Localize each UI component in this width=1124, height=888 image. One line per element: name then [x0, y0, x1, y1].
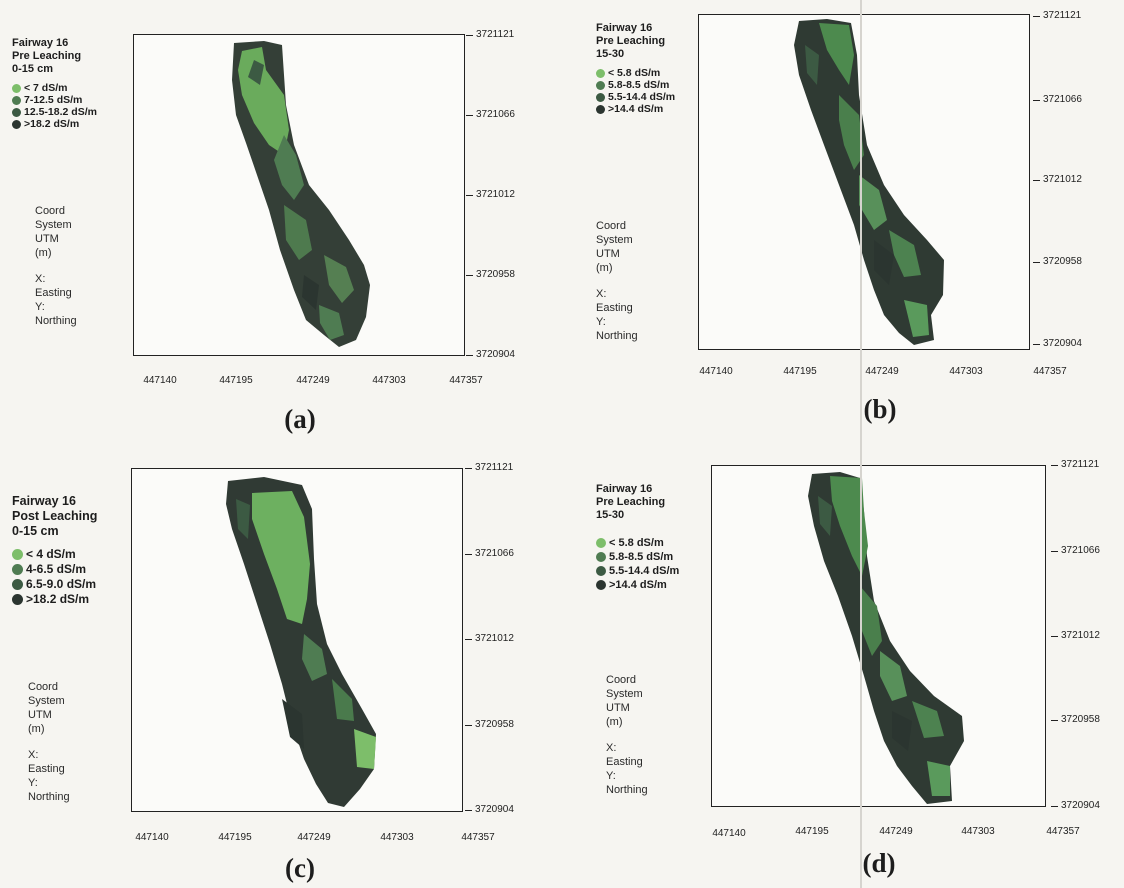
legend-title: Fairway 16 Post Leaching 0-15 cm — [12, 494, 98, 538]
coord-system-note-d: Coord System UTM (m) X: Easting Y: North… — [606, 674, 648, 796]
legend-swatch — [596, 538, 606, 548]
legend-title: Fairway 16 Pre Leaching 0-15 cm — [12, 37, 82, 75]
legend-b: Fairway 16 Pre Leaching 15-30 < 5.8 dS/m… — [596, 22, 675, 115]
legend-c: Fairway 16 Post Leaching 0-15 cm < 4 dS/… — [12, 494, 97, 607]
coord-system-note-a: Coord System UTM (m) X: Easting Y: North… — [35, 205, 77, 327]
legend-title: Fairway 16 Pre Leaching 15-30 — [596, 22, 666, 60]
legend-item: >18.2 dS/m — [12, 592, 97, 607]
legend-swatch — [12, 83, 21, 93]
legend-swatch — [596, 80, 605, 90]
map-frame-b — [698, 14, 1030, 350]
legend-item: 4-6.5 dS/m — [12, 562, 97, 577]
legend-swatch — [12, 579, 23, 590]
legend-swatch — [12, 594, 23, 605]
panel-caption-d: (d) — [862, 848, 896, 878]
legend-swatch — [596, 92, 605, 102]
legend-a: Fairway 16 Pre Leaching 0-15 cm < 7 dS/m… — [12, 37, 97, 130]
panel-caption-c: (c) — [285, 853, 315, 883]
salinity-map-a — [232, 41, 370, 347]
legend-item: 12.5-18.2 dS/m — [12, 106, 97, 118]
legend-d: Fairway 16 Pre Leaching 15-30 < 5.8 dS/m… — [596, 483, 679, 592]
scan-fold-line — [860, 0, 862, 888]
legend-item: < 4 dS/m — [12, 547, 97, 562]
legend-swatch — [596, 104, 605, 114]
legend-swatch — [596, 68, 605, 78]
legend-title: Fairway 16 Pre Leaching 15-30 — [596, 483, 666, 521]
legend-item: 5.5-14.4 dS/m — [596, 91, 675, 103]
legend-item: 6.5-9.0 dS/m — [12, 577, 97, 592]
legend-item: >14.4 dS/m — [596, 578, 679, 592]
legend-swatch — [596, 580, 606, 590]
legend-swatch — [596, 552, 606, 562]
legend-item: < 5.8 dS/m — [596, 67, 675, 79]
coord-system-note-c: Coord System UTM (m) X: Easting Y: North… — [28, 681, 70, 803]
map-frame-c — [131, 468, 463, 812]
legend-item: 5.8-8.5 dS/m — [596, 550, 679, 564]
legend-swatch — [12, 119, 21, 129]
legend-item: >14.4 dS/m — [596, 103, 675, 115]
legend-swatch — [12, 95, 21, 105]
salinity-map-c — [226, 477, 376, 807]
map-frame-d — [711, 465, 1046, 807]
panel-caption-a: (a) — [284, 404, 316, 434]
legend-item: < 5.8 dS/m — [596, 536, 679, 550]
salinity-map-b — [794, 19, 944, 345]
coord-system-note-b: Coord System UTM (m) X: Easting Y: North… — [596, 220, 638, 342]
legend-swatch — [12, 107, 21, 117]
map-frame-a — [133, 34, 465, 356]
legend-swatch — [12, 549, 23, 560]
legend-swatch — [596, 566, 606, 576]
legend-item: 7-12.5 dS/m — [12, 94, 97, 106]
legend-item: 5.5-14.4 dS/m — [596, 564, 679, 578]
legend-item: < 7 dS/m — [12, 82, 97, 94]
legend-item: >18.2 dS/m — [12, 118, 97, 130]
legend-item: 5.8-8.5 dS/m — [596, 79, 675, 91]
legend-swatch — [12, 564, 23, 575]
salinity-map-d — [808, 472, 964, 804]
panel-caption-b: (b) — [863, 394, 897, 424]
